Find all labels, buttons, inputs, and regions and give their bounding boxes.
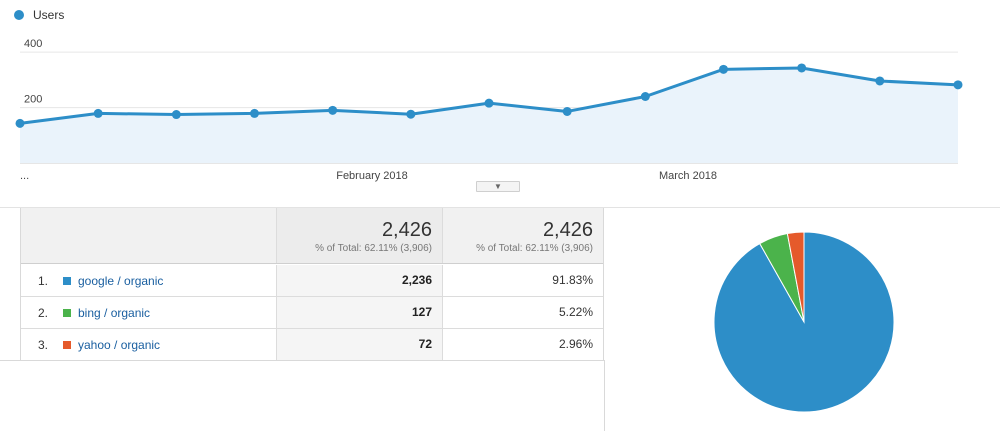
series-swatch-icon <box>63 340 71 349</box>
users-line-chart: 400 200... February 2018 March 2018 Users ▼ <box>0 0 1000 208</box>
data-point <box>328 105 338 115</box>
chart-legend[interactable]: Users <box>14 7 64 23</box>
data-point <box>484 98 494 108</box>
contribution-total-percent: % of Total: 62.11% (3,906) <box>476 243 593 254</box>
source-link[interactable]: google / organic <box>78 273 164 288</box>
pie-slice <box>786 231 805 323</box>
percent-value: 91.83% <box>552 273 593 287</box>
data-point <box>797 63 807 73</box>
users-value: 72 <box>418 337 432 351</box>
column-divider <box>604 360 605 431</box>
data-point <box>406 109 416 119</box>
table-row: 2. bing / organic 127 5.22% <box>21 297 603 329</box>
users-total-value: 2,426 <box>381 219 432 241</box>
source-cell: 1. google / organic <box>21 265 277 296</box>
data-point <box>719 64 728 74</box>
table-bottom-border <box>0 360 604 361</box>
x-tick-label: ... <box>20 170 29 182</box>
series-swatch-icon <box>63 308 71 317</box>
table-row: 3. yahoo / organic 72 2.96% <box>21 329 603 361</box>
source-cell: 2. bing / organic <box>21 297 277 328</box>
percent-value: 2.96% <box>558 337 593 351</box>
header-users-total-cell: 2,426 % of Total: 62.11% (3,906) <box>277 208 443 263</box>
panel-divider <box>0 207 1000 208</box>
data-point <box>250 108 259 118</box>
row-rank: 2. <box>38 305 49 320</box>
data-point <box>171 110 181 120</box>
percent-value: 5.22% <box>558 305 593 319</box>
chart-expand-toggle[interactable]: ▼ <box>476 181 520 192</box>
row-rank: 3. <box>38 337 49 352</box>
data-point <box>953 80 963 90</box>
users-cell: 2,236 <box>277 265 443 296</box>
source-cell: 3. yahoo / organic <box>21 329 277 360</box>
percent-cell: 2.96% <box>443 329 603 360</box>
series-area <box>20 67 958 163</box>
contribution-total-value: 2,426 <box>542 219 593 241</box>
source-link[interactable]: yahoo / organic <box>78 337 161 352</box>
data-point <box>875 76 885 86</box>
data-point <box>93 108 103 118</box>
line-chart-svg: 400 200... February 2018 March 2018 <box>15 38 963 182</box>
users-cell: 72 <box>277 329 443 360</box>
row-rank: 1. <box>38 273 49 288</box>
x-tick-label: March 2018 <box>659 170 717 182</box>
header-contribution-total-cell: 2,426 % of Total: 62.11% (3,906) <box>443 208 603 263</box>
percent-cell: 5.22% <box>443 297 603 328</box>
legend-label: Users <box>33 8 65 22</box>
users-value: 2,236 <box>401 273 432 287</box>
table-row: 1. google / organic 2,236 91.83% <box>21 265 603 297</box>
data-point <box>562 106 572 116</box>
users-value: 127 <box>411 305 432 319</box>
table-header-row: 2,426 % of Total: 62.11% (3,906) 2,426 %… <box>21 208 603 264</box>
source-link[interactable]: bing / organic <box>78 305 151 320</box>
legend-dot-icon <box>14 10 24 20</box>
users-cell: 127 <box>277 297 443 328</box>
percent-cell: 91.83% <box>443 265 603 296</box>
x-tick-label: February 2018 <box>336 170 408 182</box>
y-tick-label: 200 <box>24 94 42 106</box>
y-tick-label: 400 <box>24 38 42 50</box>
users-total-percent: % of Total: 62.11% (3,906) <box>315 243 432 254</box>
series-swatch-icon <box>63 276 71 285</box>
header-dimension-cell <box>21 208 277 263</box>
traffic-sources-table: 2,426 % of Total: 62.11% (3,906) 2,426 %… <box>20 208 604 361</box>
data-point <box>15 118 25 128</box>
data-point <box>640 92 650 101</box>
caret-down-icon: ▼ <box>494 181 502 191</box>
source-pie-chart: 91.8% <box>713 231 895 413</box>
